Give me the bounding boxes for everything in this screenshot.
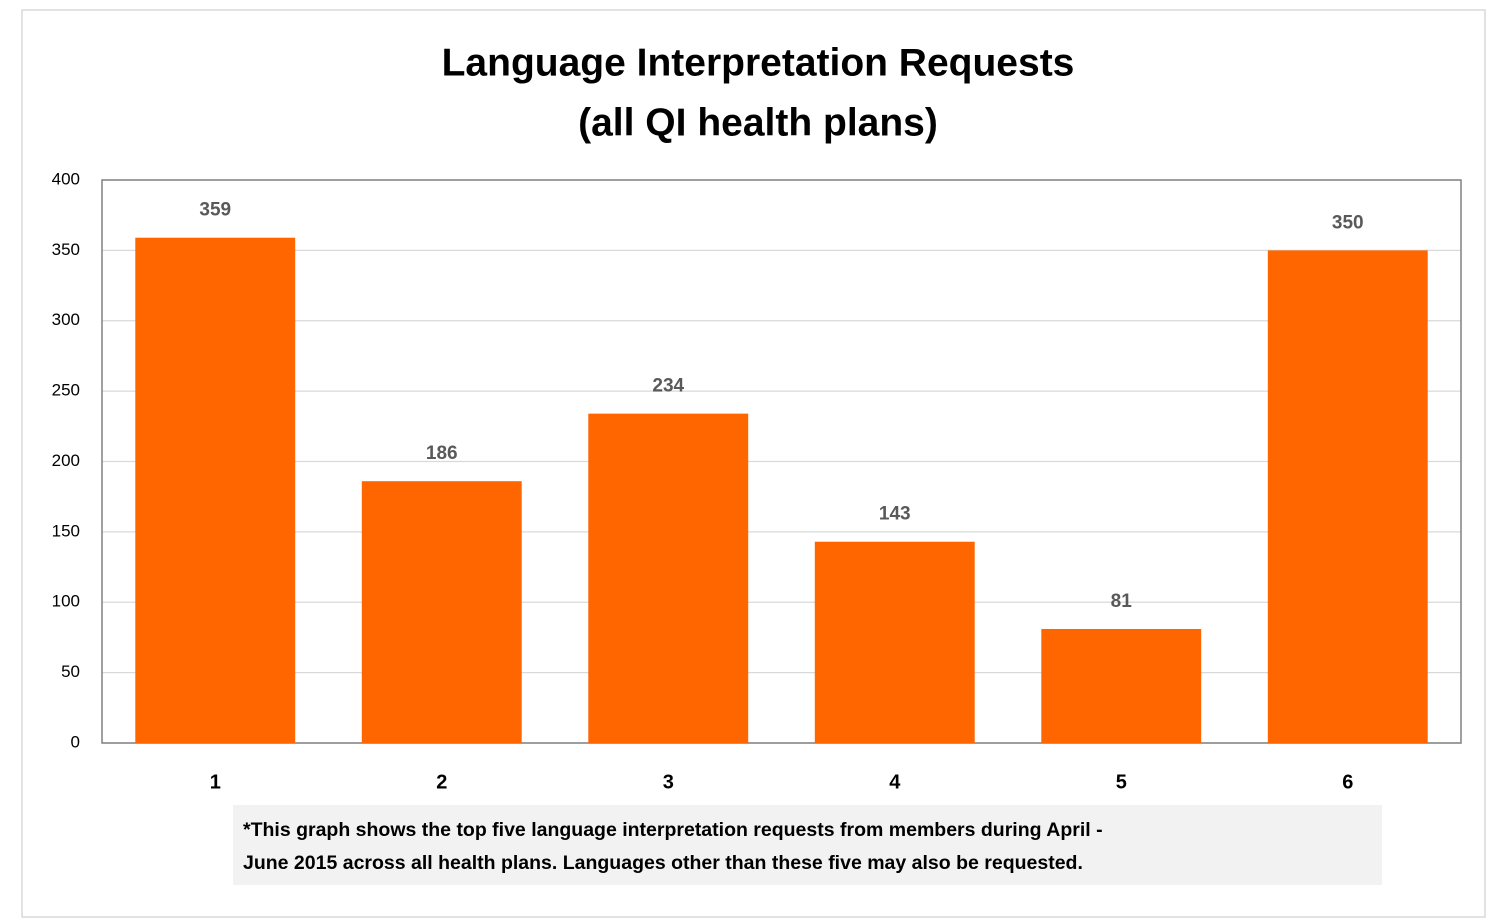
y-tick-label: 50 xyxy=(61,662,80,681)
chart-title: Language Interpretation Requests xyxy=(442,41,1075,84)
plot-border xyxy=(101,179,1462,744)
bar xyxy=(1267,250,1428,743)
note: June 2015 across all health plans. Langu… xyxy=(243,852,1083,874)
x-tick-label: 4 xyxy=(889,771,901,793)
y-tick-label: 100 xyxy=(52,592,80,611)
note-box xyxy=(233,805,1382,885)
y-tick-label: 350 xyxy=(52,240,80,259)
x-tick-label: 3 xyxy=(663,771,674,793)
y-tick-label: 0 xyxy=(71,732,80,751)
note: *This graph shows the top five language … xyxy=(243,819,1103,841)
y-tick-label: 250 xyxy=(52,381,80,400)
bar xyxy=(135,237,296,743)
data-label: 81 xyxy=(1111,591,1133,612)
y-tick-label: 200 xyxy=(52,451,80,470)
bar xyxy=(588,413,749,743)
y-tick-label: 150 xyxy=(52,521,80,540)
data-label: 234 xyxy=(652,376,684,397)
x-tick-label: 6 xyxy=(1342,771,1353,793)
chart-title: (all QI health plans) xyxy=(578,101,938,144)
x-tick-label: 2 xyxy=(436,771,447,793)
y-tick-label: 400 xyxy=(52,169,80,188)
data-label: 359 xyxy=(199,200,231,221)
bar xyxy=(814,541,975,743)
data-label: 186 xyxy=(426,443,458,464)
x-tick-label: 5 xyxy=(1116,771,1127,793)
y-tick-label: 300 xyxy=(52,310,80,329)
data-label: 143 xyxy=(879,504,911,525)
bar xyxy=(1041,628,1202,743)
x-tick-label: 1 xyxy=(210,771,221,793)
data-label: 350 xyxy=(1332,212,1364,233)
bar xyxy=(361,481,522,743)
